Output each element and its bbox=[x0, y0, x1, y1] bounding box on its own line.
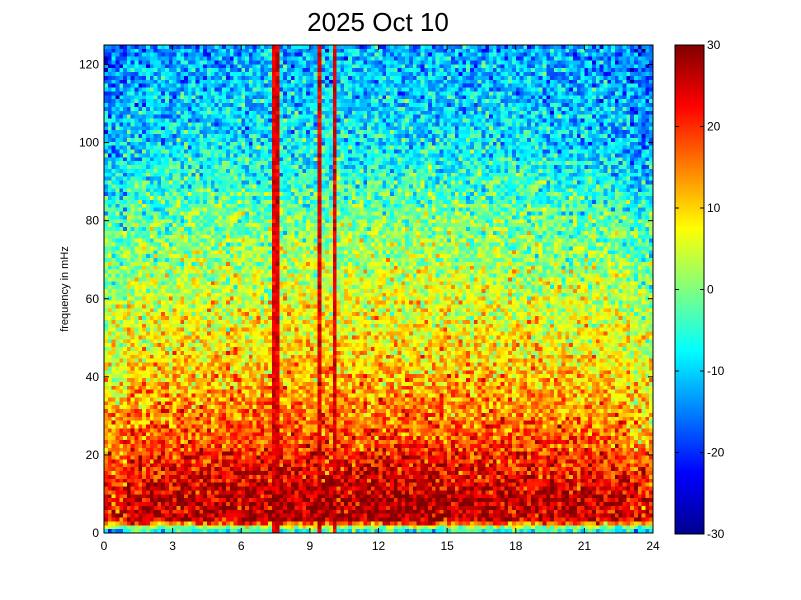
colorbar-tick-label: -20 bbox=[707, 446, 725, 460]
heatmap-cells bbox=[104, 45, 653, 533]
colorbar-tick-label: 0 bbox=[707, 283, 714, 297]
colorbar-tick-label: 30 bbox=[707, 38, 721, 52]
y-axis-label: frequency in mHz bbox=[59, 246, 71, 332]
colorbar-tick-label: 20 bbox=[707, 120, 721, 134]
x-tick-label: 9 bbox=[307, 539, 314, 553]
colorbar-axis: 30 20 10 0 -10 -20 -30 bbox=[675, 38, 725, 541]
colorbar-tick-label: -30 bbox=[707, 527, 725, 541]
x-tick-label: 12 bbox=[372, 539, 386, 553]
x-tick-label: 24 bbox=[646, 539, 660, 553]
y-tick-label: 120 bbox=[79, 58, 99, 72]
y-tick-label: 40 bbox=[86, 370, 100, 384]
y-tick-label: 100 bbox=[79, 136, 99, 150]
colorbar-tick-label: 10 bbox=[707, 201, 721, 215]
colorbar bbox=[674, 44, 705, 535]
x-tick-label: 18 bbox=[509, 539, 523, 553]
y-tick-label: 80 bbox=[86, 214, 100, 228]
spectrogram-heatmap bbox=[104, 45, 653, 533]
x-tick-label: 15 bbox=[440, 539, 454, 553]
x-tick-label: 3 bbox=[169, 539, 176, 553]
y-tick-label: 20 bbox=[86, 448, 100, 462]
x-axis: 0 3 6 9 12 15 18 21 24 bbox=[101, 45, 660, 553]
x-tick-label: 21 bbox=[578, 539, 592, 553]
chart-title: 2025 Oct 10 bbox=[307, 7, 449, 37]
colorbar-tick-label: -10 bbox=[707, 364, 725, 378]
y-tick-label: 0 bbox=[92, 526, 99, 540]
y-tick-label: 60 bbox=[86, 292, 100, 306]
y-axis: 0 20 40 60 80 100 120 bbox=[79, 58, 653, 540]
x-tick-label: 6 bbox=[238, 539, 245, 553]
x-tick-label: 0 bbox=[101, 539, 108, 553]
